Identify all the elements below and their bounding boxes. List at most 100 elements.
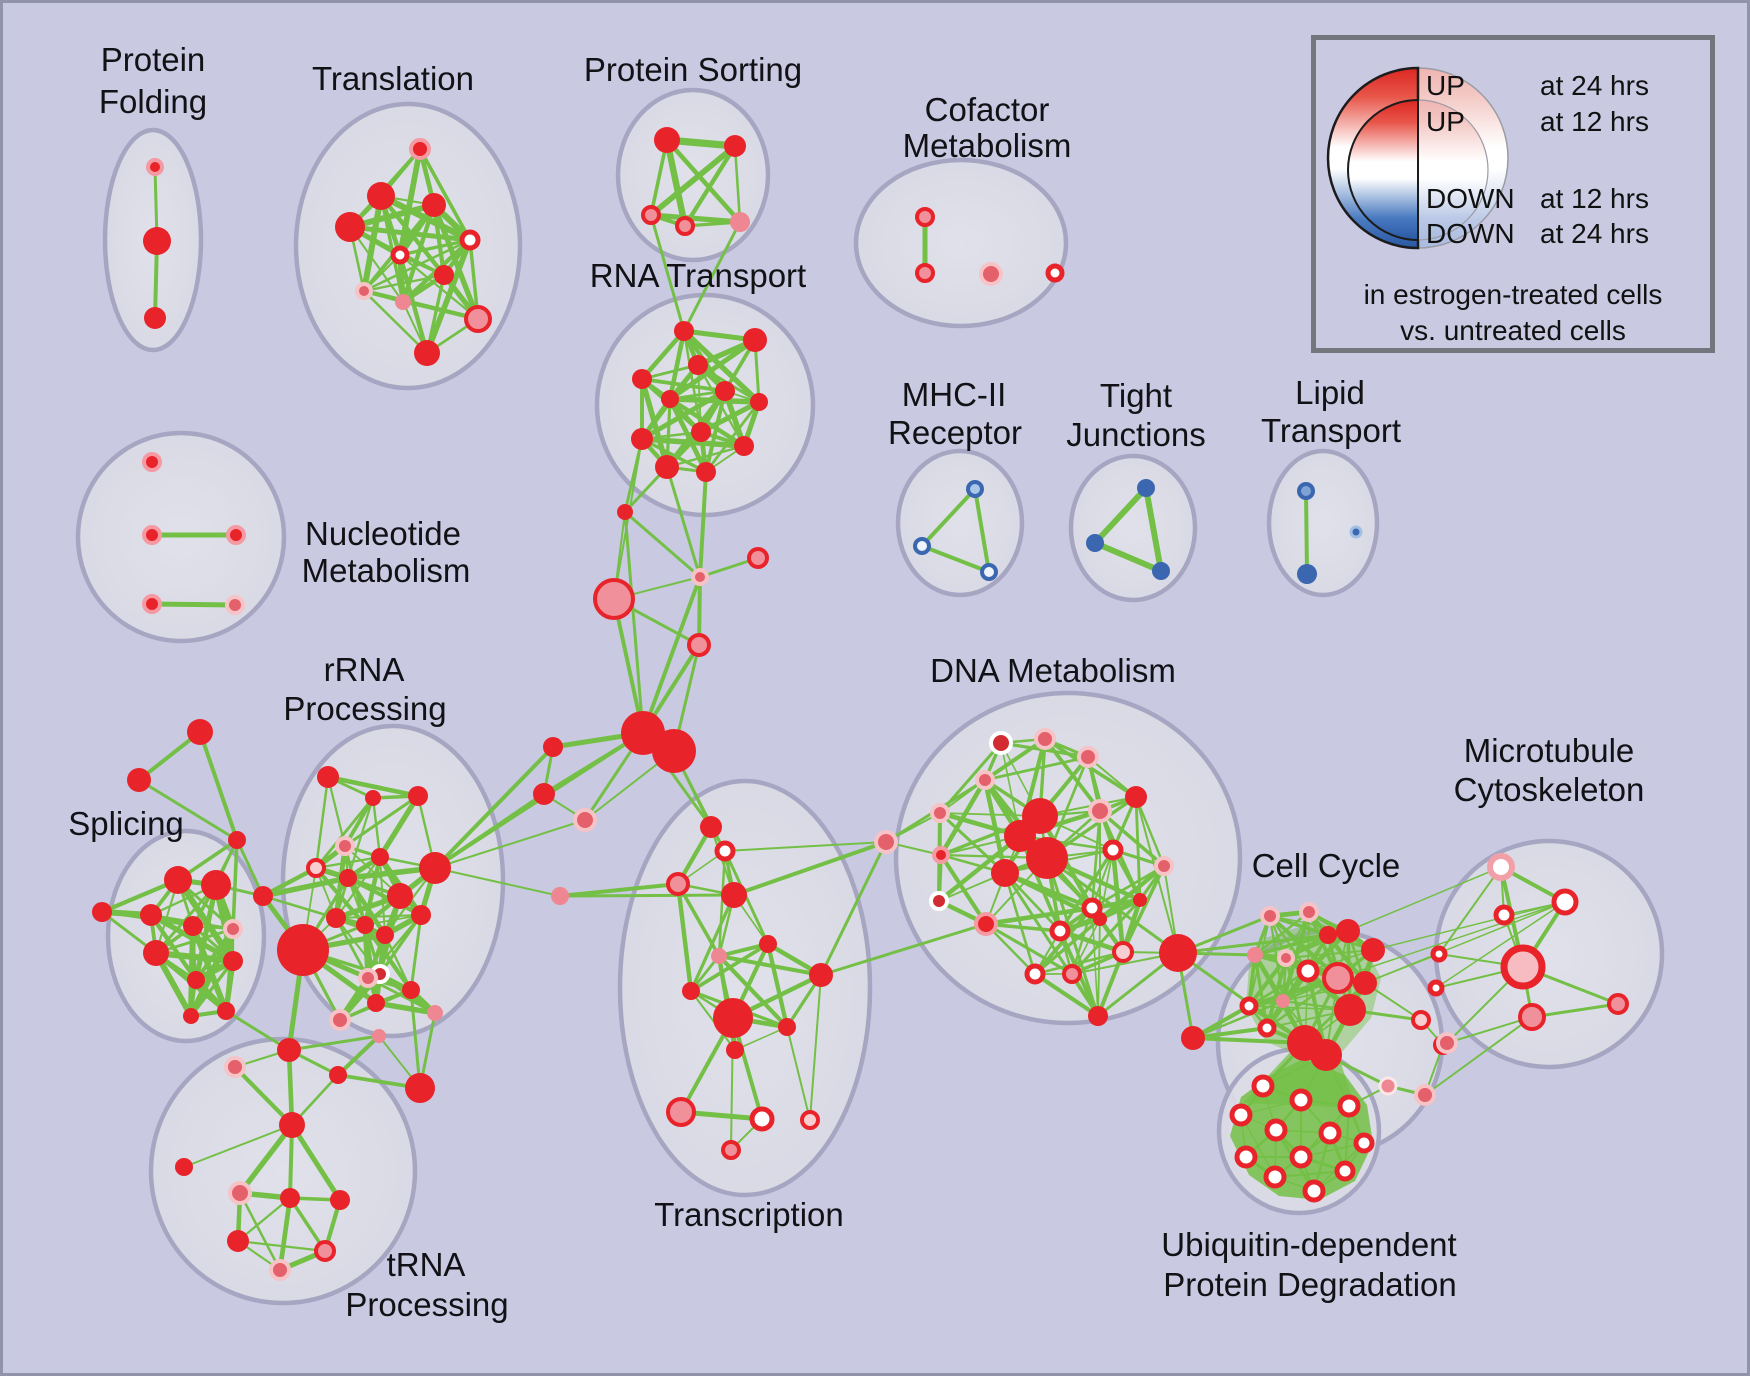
network-node	[632, 369, 652, 389]
network-node	[358, 968, 378, 988]
network-node	[409, 138, 431, 160]
network-node	[427, 1005, 443, 1021]
network-node	[713, 998, 753, 1038]
network-node	[1378, 1076, 1398, 1096]
network-edge	[237, 1122, 295, 1196]
network-node	[187, 719, 213, 745]
network-node	[661, 390, 679, 408]
network-node	[355, 282, 373, 300]
network-node	[1181, 1026, 1205, 1050]
network-node	[144, 307, 166, 329]
network-node	[1322, 962, 1354, 994]
network-node	[1102, 839, 1124, 861]
network-edge	[362, 238, 472, 293]
network-nodes-layer	[92, 127, 1629, 1281]
network-edge	[1372, 901, 1566, 951]
legend-down12-time: at 12 hrs	[1540, 183, 1649, 214]
network-edge	[238, 1191, 282, 1272]
network-node	[800, 1110, 820, 1130]
legend-up12-time: at 12 hrs	[1540, 106, 1649, 137]
network-edge	[938, 852, 989, 927]
network-edge	[198, 730, 239, 842]
network-edge	[398, 253, 480, 321]
network-node	[655, 455, 679, 479]
network-edge	[648, 143, 738, 218]
network-edge	[373, 1000, 438, 1016]
network-node	[414, 340, 440, 366]
network-node	[1518, 1003, 1546, 1031]
network-node	[966, 480, 984, 498]
network-edge	[1143, 485, 1164, 574]
network-edge	[232, 1064, 295, 1128]
network-node	[277, 924, 329, 976]
network-node	[317, 766, 339, 788]
network-edge	[698, 470, 708, 579]
network-edge	[183, 1124, 293, 1168]
network-edge	[236, 1196, 292, 1243]
network-node	[543, 737, 563, 757]
network-node	[726, 1041, 744, 1059]
network-edge	[973, 487, 991, 574]
network-node	[652, 729, 696, 773]
network-node	[127, 768, 151, 792]
network-node	[464, 305, 492, 333]
network-node	[913, 537, 931, 555]
network-node	[1319, 926, 1337, 944]
network-edge	[734, 1026, 788, 1051]
network-node	[641, 205, 661, 225]
network-edge	[665, 465, 702, 579]
network-node	[142, 452, 162, 472]
network-edge	[335, 1033, 382, 1078]
network-node	[700, 816, 722, 838]
network-node	[280, 1188, 300, 1208]
network-node	[715, 381, 735, 401]
network-node	[228, 1181, 252, 1205]
network-node	[979, 262, 1003, 286]
network-edge	[314, 796, 375, 870]
legend-down12-dir: DOWN	[1426, 183, 1515, 214]
network-edge	[1110, 847, 1126, 955]
network-node	[743, 328, 767, 352]
network-node	[915, 207, 935, 227]
network-node	[1296, 959, 1320, 983]
network-node	[1159, 934, 1197, 972]
network-node	[1234, 1145, 1258, 1169]
legend-up24-time: at 24 hrs	[1540, 70, 1649, 101]
network-node	[143, 227, 171, 255]
network-edge	[231, 838, 239, 931]
legend-row-up24: UP at 24 hrs	[1316, 69, 1710, 103]
network-edge	[558, 893, 736, 898]
network-node	[175, 1158, 193, 1176]
network-edge	[648, 212, 743, 225]
network-edge	[641, 575, 702, 735]
network-edge	[698, 399, 762, 435]
network-node	[1337, 1094, 1361, 1118]
network-edge	[1098, 809, 1166, 868]
network-node	[183, 1008, 199, 1024]
network-edge	[1246, 955, 1289, 1009]
legend-up12-dir: UP	[1426, 106, 1465, 137]
network-node	[1353, 971, 1377, 995]
network-edge	[765, 941, 790, 1030]
glyph-inner-left-half	[1347, 98, 1419, 242]
network-node	[142, 525, 162, 545]
network-node	[711, 948, 727, 964]
network-node	[279, 1112, 305, 1138]
network-node	[721, 882, 747, 908]
network-edge	[786, 1026, 811, 1121]
network-edge	[665, 444, 746, 469]
network-edge	[984, 922, 1074, 976]
network-node	[143, 940, 169, 966]
cluster-ellipse-microtubule-cytoskeleton	[1433, 838, 1665, 1070]
network-node	[1112, 941, 1134, 963]
network-node	[367, 994, 385, 1012]
network-edge	[623, 510, 645, 735]
network-edge	[623, 510, 702, 579]
network-node	[759, 935, 777, 953]
network-edge	[984, 922, 1062, 933]
network-node	[724, 135, 746, 157]
network-node	[269, 1259, 291, 1281]
network-edge	[1134, 795, 1166, 868]
network-edge	[1435, 901, 1566, 989]
network-node	[223, 919, 243, 939]
